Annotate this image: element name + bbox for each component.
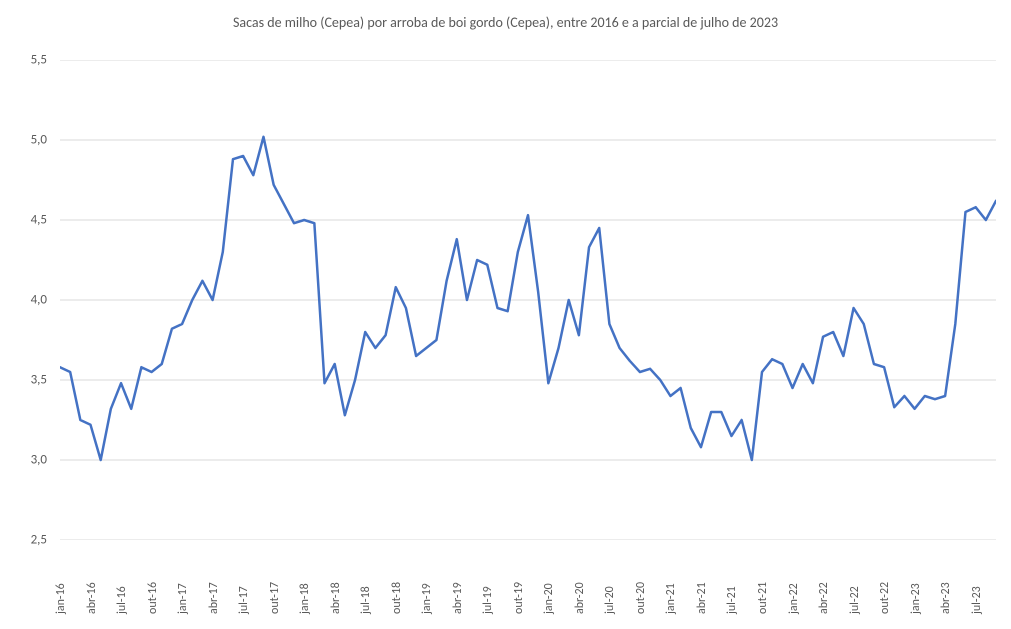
- x-tick-label: jan-23: [909, 544, 923, 614]
- chart-container: Sacas de milho (Cepea) por arroba de boi…: [0, 0, 1011, 629]
- x-tick-label: jul-23: [970, 544, 984, 614]
- x-tick-label: jul-22: [848, 544, 862, 614]
- gridlines: [60, 60, 996, 540]
- y-tick-label: 4,5: [31, 213, 47, 228]
- x-tick-label: abr-17: [207, 544, 221, 614]
- x-tick-label: jan-22: [787, 544, 801, 614]
- y-tick-label: 4,0: [31, 293, 47, 308]
- y-tick-label: 2,5: [31, 533, 47, 548]
- x-tick-label: out-18: [390, 544, 404, 614]
- y-tick-label: 5,0: [31, 133, 47, 148]
- x-tick-label: abr-16: [85, 544, 99, 614]
- x-tick-label: abr-21: [695, 544, 709, 614]
- x-tick-label: out-16: [146, 544, 160, 614]
- x-tick-label: out-17: [268, 544, 282, 614]
- x-tick-label: jan-21: [664, 544, 678, 614]
- x-tick-label: jul-19: [481, 544, 495, 614]
- x-tick-label: jul-21: [725, 544, 739, 614]
- x-tick-label: jan-18: [298, 544, 312, 614]
- x-tick-label: abr-23: [939, 544, 953, 614]
- x-tick-label: jan-16: [54, 544, 68, 614]
- y-tick-label: 3,5: [31, 373, 47, 388]
- x-tick-label: jan-19: [420, 544, 434, 614]
- x-tick-label: jul-17: [237, 544, 251, 614]
- x-tick-label: abr-20: [573, 544, 587, 614]
- x-tick-label: abr-19: [451, 544, 465, 614]
- y-tick-label: 5,5: [31, 53, 47, 68]
- x-tick-label: out-21: [756, 544, 770, 614]
- series-line: [60, 137, 996, 460]
- x-tick-label: jul-20: [603, 544, 617, 614]
- y-axis-labels: 2,53,03,54,04,55,05,5: [0, 60, 55, 540]
- x-tick-label: abr-22: [817, 544, 831, 614]
- x-tick-label: out-20: [634, 544, 648, 614]
- y-tick-label: 3,0: [31, 453, 47, 468]
- chart-title: Sacas de milho (Cepea) por arroba de boi…: [0, 14, 1011, 31]
- x-tick-label: jan-17: [176, 544, 190, 614]
- x-axis-labels: jan-16abr-16jul-16out-16jan-17abr-17jul-…: [60, 544, 996, 624]
- x-tick-label: jul-18: [359, 544, 373, 614]
- x-tick-label: jul-16: [115, 544, 129, 614]
- x-tick-label: out-22: [878, 544, 892, 614]
- x-tick-label: jan-20: [542, 544, 556, 614]
- x-tick-label: abr-18: [329, 544, 343, 614]
- plot-area: [60, 60, 996, 540]
- x-tick-label: out-19: [512, 544, 526, 614]
